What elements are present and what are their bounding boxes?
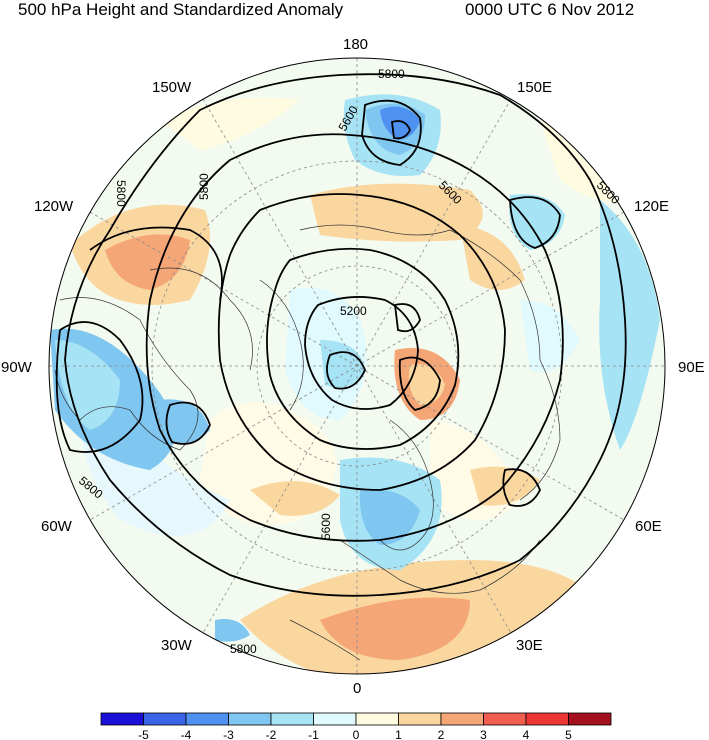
colorbar-tick-label: -2 [266, 728, 277, 740]
contour-label: 5800 [114, 180, 128, 207]
map-title: 500 hPa Height and Standardized Anomaly [18, 0, 344, 19]
colorbar-swatch [270, 712, 314, 726]
colorbar-tick-label: -1 [308, 728, 319, 740]
colorbar-tick-label: 1 [395, 728, 402, 740]
contour-label: 5600 [319, 513, 333, 540]
colorbar-swatch [313, 712, 357, 726]
colorbar-swatch [143, 712, 187, 726]
lon-label-60w: 60W [41, 518, 72, 535]
colorbar-tick-label: 4 [523, 728, 530, 740]
colorbar-tick-label: -4 [181, 728, 192, 740]
colorbar-tick-label: 3 [480, 728, 487, 740]
colorbar-swatch [100, 712, 144, 726]
lon-label-90w: 90W [1, 359, 32, 376]
anomaly-field [49, 58, 665, 674]
lon-label-180: 180 [343, 36, 369, 53]
colorbar-tick-label: -3 [223, 728, 234, 740]
graticule [49, 58, 665, 674]
height-contours [55, 73, 627, 597]
lon-label-90e: 90E [678, 359, 705, 376]
colorbar-swatch [525, 712, 569, 726]
lon-label-0: 0 [353, 680, 362, 697]
map-boundary [48, 57, 666, 675]
contour-label: 5800 [378, 67, 405, 81]
lon-label-120e: 120E [634, 198, 670, 215]
colorbar-tick-label: 2 [438, 728, 445, 740]
lon-label-60e: 60E [635, 518, 662, 535]
valid-time: 0000 UTC 6 Nov 2012 [465, 0, 635, 19]
lon-label-120w: 120W [34, 198, 74, 215]
lon-label-150e: 150E [517, 79, 553, 96]
lon-label-30e: 30E [516, 637, 543, 654]
contour-label: 5800 [230, 642, 257, 656]
colorbar-swatch [185, 712, 229, 726]
lon-label-150w: 150W [152, 79, 192, 96]
lon-label-30w: 30W [161, 637, 192, 654]
colorbar-swatch [355, 712, 399, 726]
contour-label: 5800 [197, 173, 211, 200]
contour-label: 5200 [340, 304, 367, 318]
colorbar-swatch [483, 712, 527, 726]
colorbar-swatch [228, 712, 272, 726]
colorbar-tick-label: -5 [138, 728, 149, 740]
colorbar-swatch [398, 712, 442, 726]
colorbar-swatch [568, 712, 612, 726]
colorbar-tick-label: 5 [565, 728, 572, 740]
colorbar-tick-label: 0 [353, 728, 360, 740]
colorbar-swatch [440, 712, 484, 726]
